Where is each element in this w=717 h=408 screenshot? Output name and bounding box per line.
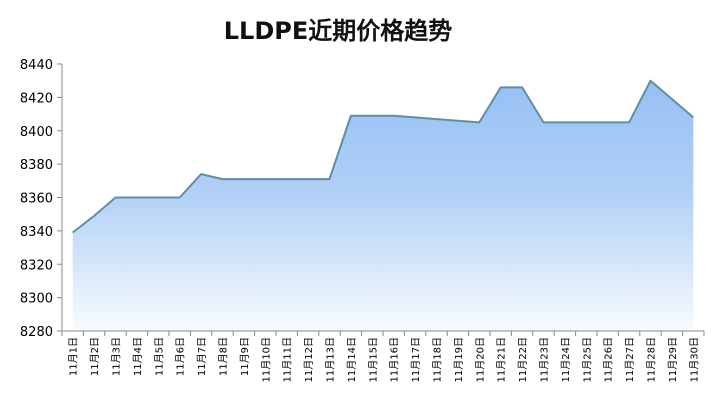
y-tick-label: 8280 — [20, 325, 53, 340]
x-tick-label: 11月26日 — [603, 337, 615, 382]
y-tick-label: 8340 — [20, 225, 53, 240]
x-tick-label: 11月10日 — [260, 337, 272, 382]
x-tick-label: 11月6日 — [175, 337, 187, 376]
y-tick-label: 8440 — [20, 58, 53, 73]
x-tick-label: 11月29日 — [667, 337, 679, 382]
area-fill — [72, 80, 694, 331]
x-axis-ticks: 11月1日 11月2日 11月3日 11月4日 11月5日 11月6日 11月7日 11月8日… — [61, 331, 705, 382]
chart-title: LLDPE近期价格趋势 — [224, 17, 453, 45]
y-tick-label: 8300 — [20, 292, 53, 307]
x-tick-label: 11月28日 — [646, 337, 658, 382]
x-tick-label: 11月21日 — [496, 337, 508, 382]
x-tick-label: 11月22日 — [517, 337, 529, 382]
x-tick-label: 11月8日 — [218, 337, 230, 376]
y-tick-label: 8420 — [20, 91, 53, 106]
x-tick-label: 11月23日 — [539, 337, 551, 382]
x-tick-label: 11月5日 — [153, 337, 165, 376]
x-tick-label: 11月16日 — [389, 337, 401, 382]
x-tick-label: 11月18日 — [432, 337, 444, 382]
x-tick-label: 11月1日 — [68, 337, 80, 376]
y-tick-label: 8400 — [20, 125, 53, 140]
x-tick-label: 11月3日 — [111, 337, 123, 376]
y-tick-label: 8380 — [20, 158, 53, 173]
x-tick-label: 11月12日 — [303, 337, 315, 382]
x-tick-label: 11月30日 — [688, 337, 700, 382]
x-tick-label: 11月17日 — [410, 337, 422, 382]
x-tick-label: 11月20日 — [474, 337, 486, 382]
plot-area: 8280 8300 8320 8340 8360 8380 8400 8420 8440 11月… — [20, 58, 705, 382]
x-tick-label: 11月25日 — [581, 337, 593, 382]
x-tick-label: 11月27日 — [624, 337, 636, 382]
x-tick-label: 11月4日 — [132, 337, 144, 376]
x-tick-label: 11月7日 — [196, 337, 208, 376]
y-axis-ticks: 8280 8300 8320 8340 8360 8380 8400 8420 8440 — [20, 58, 62, 340]
x-tick-label: 11月24日 — [560, 337, 572, 382]
x-tick-label: 11月19日 — [453, 337, 465, 382]
x-tick-label: 11月15日 — [367, 337, 379, 382]
y-tick-label: 8360 — [20, 192, 53, 207]
x-tick-label: 11月9日 — [239, 337, 251, 376]
series-line — [72, 79, 694, 234]
x-tick-label: 11月14日 — [346, 337, 358, 382]
x-tick-label: 11月11日 — [282, 337, 294, 382]
x-tick-label: 11月2日 — [89, 337, 101, 376]
x-tick-label: 11月13日 — [325, 337, 337, 382]
y-tick-label: 8320 — [20, 258, 53, 273]
